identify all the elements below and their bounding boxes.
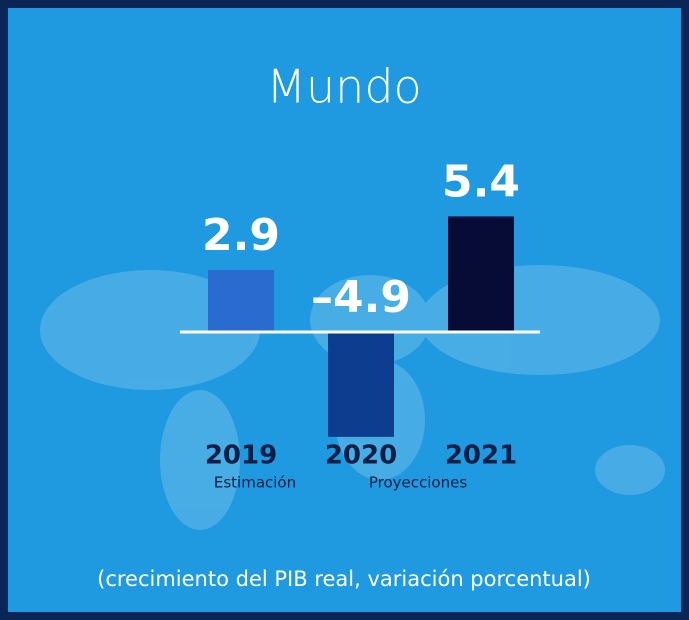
value-label: –4.9 [311, 272, 411, 323]
x-tick-label: 2020 [325, 441, 397, 471]
panel [8, 8, 681, 612]
footnote: (crecimiento del PIB real, variación por… [97, 567, 591, 591]
value-label: 5.4 [442, 156, 520, 207]
annotation: Estimación [214, 474, 296, 492]
bar [448, 216, 514, 332]
chart-title: Mundo [266, 60, 421, 114]
x-tick-label: 2019 [205, 441, 277, 471]
bar [328, 332, 394, 437]
annotation: Proyecciones [369, 474, 467, 492]
x-tick-label: 2021 [445, 441, 517, 471]
value-label: 2.9 [202, 210, 280, 261]
bar [208, 269, 274, 332]
